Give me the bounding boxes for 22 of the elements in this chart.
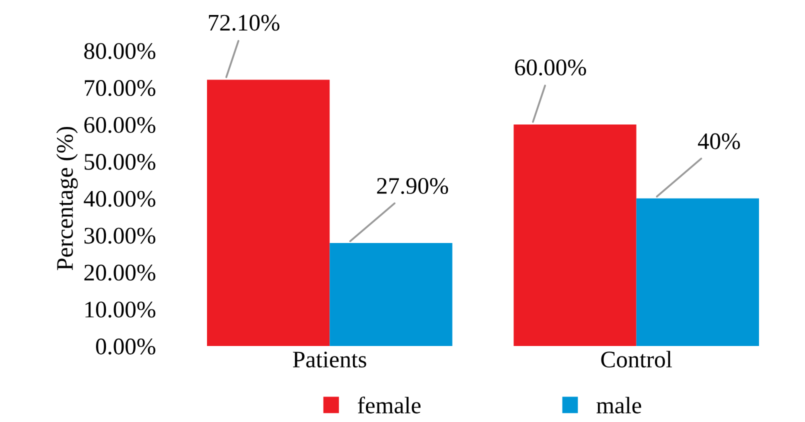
y-tick-label: 20.00% — [84, 264, 156, 281]
y-tick-label: 50.00% — [84, 154, 156, 170]
legend-label: female — [358, 396, 421, 414]
bar — [330, 243, 452, 346]
data-label: 27.90% — [377, 178, 448, 194]
x-tick-label: Patients — [292, 352, 366, 368]
bar — [636, 198, 759, 346]
y-axis-title: Percentage (%) — [56, 126, 78, 270]
y-tick-label: 80.00% — [84, 43, 156, 60]
bar — [207, 80, 330, 346]
y-tick-label: 60.00% — [84, 116, 156, 134]
data-label: 40% — [698, 133, 740, 150]
y-tick-label: 10.00% — [85, 302, 156, 318]
y-tick-label: 30.00% — [84, 228, 156, 244]
y-tick-label: 40.00% — [84, 190, 156, 207]
legend-label: male — [596, 396, 642, 414]
y-tick-label: 0.00% — [96, 338, 156, 355]
y-tick-label: 70.00% — [84, 80, 156, 96]
x-tick-label: Control — [601, 350, 672, 368]
data-label: 72.10% — [208, 14, 280, 31]
bar — [514, 124, 636, 346]
data-label: 60.00% — [515, 59, 586, 76]
